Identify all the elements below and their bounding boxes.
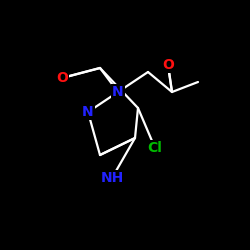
Text: Cl: Cl xyxy=(148,141,162,155)
Text: O: O xyxy=(162,58,174,72)
Text: O: O xyxy=(56,71,68,85)
Text: NH: NH xyxy=(100,171,124,185)
Text: N: N xyxy=(112,85,124,99)
Text: N: N xyxy=(82,105,94,119)
